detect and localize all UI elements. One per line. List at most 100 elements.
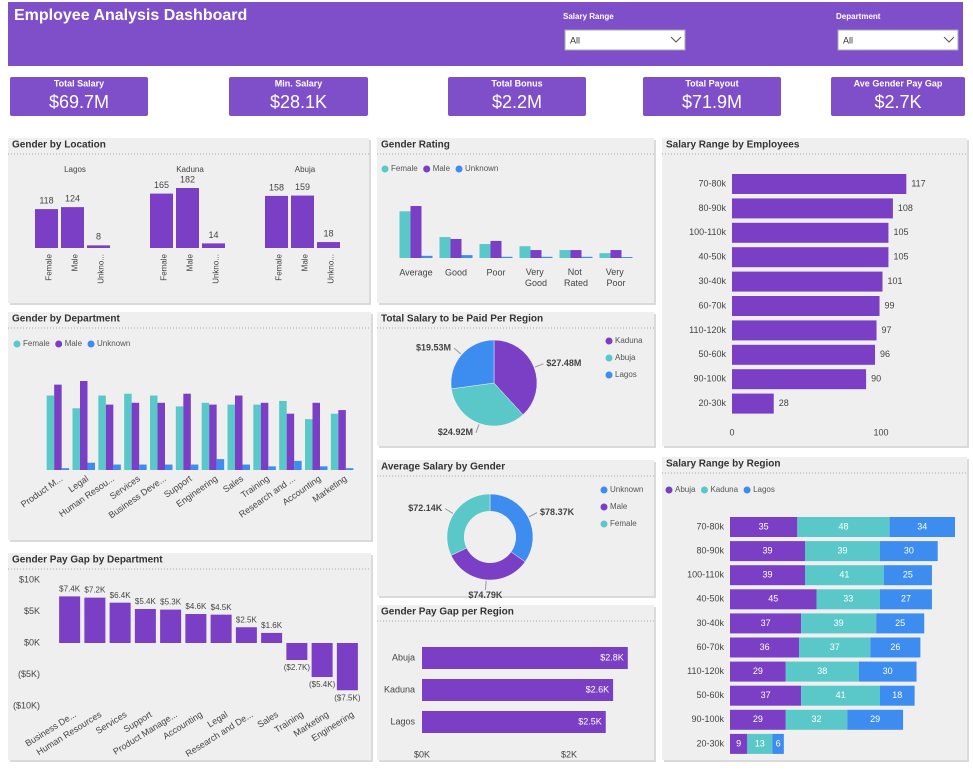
legend-marker [381, 165, 389, 173]
bar [134, 608, 156, 643]
data-label: 35 [759, 521, 769, 531]
bar-segment [730, 565, 805, 586]
panel-title: Salary Range by Region [666, 459, 780, 470]
kpi-label: Total Payout [685, 78, 738, 88]
kpi-label: Total Bonus [491, 78, 542, 88]
bar [98, 395, 106, 470]
bar [732, 369, 867, 390]
kpi-card [229, 77, 368, 116]
data-label: 30 [904, 545, 914, 555]
x-tick-label: Male [71, 253, 80, 271]
bar [305, 419, 313, 470]
bar [87, 245, 110, 248]
bar [253, 404, 261, 470]
y-tick-label: 80-90k [696, 545, 724, 555]
data-label: $5.3K [160, 598, 182, 607]
x-tick-label: Male [186, 253, 195, 271]
data-label: $24.92M [438, 427, 473, 437]
bar [261, 632, 283, 643]
data-label: 25 [895, 618, 905, 628]
bar [479, 244, 491, 258]
bar [732, 271, 883, 292]
data-label: 45 [768, 594, 778, 604]
data-label: 27 [901, 594, 911, 604]
bar [109, 602, 131, 643]
data-label: $27.48M [546, 358, 581, 368]
bar [202, 243, 225, 248]
filter-dropdown[interactable]: All [564, 29, 686, 51]
bar [201, 402, 210, 470]
filter-dropdown[interactable]: All [837, 29, 959, 51]
bar [732, 222, 889, 243]
panel [8, 553, 371, 760]
x-tick-label: Very Poor [606, 267, 627, 288]
bar-segment [797, 517, 890, 537]
data-label: 30 [883, 666, 893, 676]
bar [139, 464, 147, 470]
bar [732, 247, 889, 268]
y-tick-label: 80-90k [698, 203, 726, 213]
bar [320, 466, 328, 470]
y-tick-label: Lagos [390, 716, 415, 726]
data-label: 39 [834, 618, 844, 628]
bar [294, 460, 302, 470]
leader-line [484, 580, 487, 590]
legend-label: Male [433, 164, 451, 173]
kpi-card [643, 77, 781, 116]
filter-label: Department [836, 12, 881, 21]
legend-label: Abuja [615, 353, 636, 362]
legend-label: Unknown [465, 164, 498, 173]
data-label: $5.4K [135, 597, 157, 606]
data-label: 34 [917, 521, 927, 531]
slice [451, 382, 524, 427]
y-tick-label: 70-80k [698, 178, 726, 188]
bar-segment [772, 733, 784, 754]
bar [87, 462, 95, 470]
header-bar [8, 2, 963, 66]
kpi-card [831, 77, 965, 116]
data-label: $4.5K [211, 603, 233, 612]
x-tick-label: Unkno... [327, 254, 336, 284]
x-tick-label: $0K [414, 749, 430, 759]
data-label: 18 [323, 228, 333, 238]
bar-segment [880, 541, 938, 562]
leader-line [534, 363, 544, 368]
x-tick-label: 100 [873, 427, 888, 437]
legend-marker [700, 486, 708, 494]
bar [165, 464, 173, 470]
legend-marker [423, 165, 431, 173]
bar [291, 195, 314, 248]
y-tick-label: $5K [24, 606, 40, 616]
legend-label: Female [23, 339, 50, 348]
bar [242, 464, 250, 470]
y-tick-label: 100-110k [689, 227, 726, 237]
bar-segment [801, 685, 880, 706]
bar [185, 614, 207, 643]
kpi-value: $28.1K [270, 92, 327, 112]
bar [150, 193, 173, 248]
legend-label: Female [610, 519, 637, 528]
bar [209, 404, 217, 470]
bar [345, 468, 354, 470]
bar [732, 174, 907, 194]
x-tick-label: Unkno... [212, 254, 221, 284]
bar [399, 211, 411, 258]
bar [160, 609, 182, 643]
label-line: Very [526, 267, 547, 277]
bar [131, 402, 140, 470]
bar [235, 395, 243, 470]
bar-segment [858, 661, 917, 682]
bar [541, 256, 553, 258]
data-label: $2.6K [586, 684, 610, 694]
legend-marker [605, 337, 613, 345]
dropdown-box[interactable] [564, 29, 686, 51]
bar [35, 209, 58, 248]
data-label: 37 [761, 618, 771, 628]
label-line: Good [525, 278, 547, 288]
bar [46, 395, 55, 470]
y-tick-label: 90-100k [691, 714, 724, 724]
dropdown-box[interactable] [837, 29, 959, 51]
y-tick-label: 40-50k [698, 252, 726, 262]
